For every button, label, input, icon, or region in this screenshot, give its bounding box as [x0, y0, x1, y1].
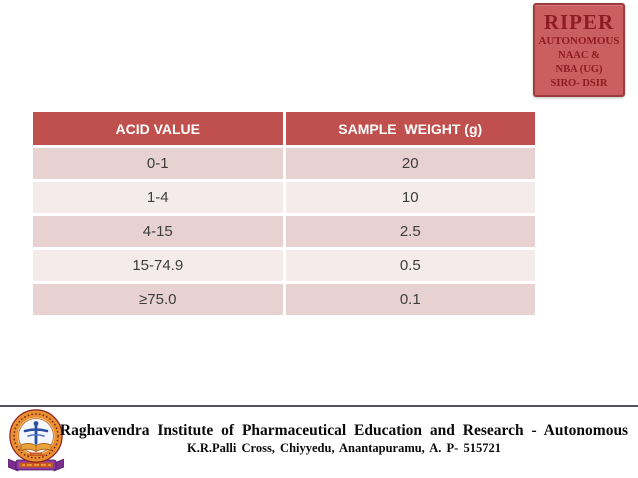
table-cell-acid-1: 1-4 — [33, 182, 283, 213]
table-cell-acid-0: 0-1 — [33, 148, 283, 179]
institute-name: Raghavendra Institute of Pharmaceutical … — [59, 422, 629, 439]
footer-divider-line — [0, 405, 638, 407]
table-header-sample-weight: SAMPLE WEIGHT (g) — [285, 112, 535, 145]
table-cell-weight-1: 10 — [285, 182, 535, 213]
riper-siro-label: SIRO- DSIR — [550, 77, 608, 89]
riper-nba-label: NBA (UG) — [555, 63, 603, 75]
table-cell-weight-4: 0.1 — [285, 284, 535, 315]
acid-value-table: ACID VALUE SAMPLE WEIGHT (g) 0-1 20 1-4 … — [33, 112, 535, 315]
table-cell-weight-0: 20 — [285, 148, 535, 179]
footer-institute-text: Raghavendra Institute of Pharmaceutical … — [55, 421, 633, 456]
table-cell-weight-3: 0.5 — [285, 250, 535, 281]
riper-title: RIPER — [543, 9, 615, 34]
institute-address: K.R.Palli Cross, Chiyyedu, Anantapuramu,… — [187, 441, 501, 455]
table-header-acid-value: ACID VALUE — [33, 112, 283, 145]
table-cell-acid-3: 15-74.9 — [33, 250, 283, 281]
riper-autonomous-label: AUTONOMOUS — [538, 34, 620, 47]
table-cell-weight-2: 2.5 — [285, 216, 535, 247]
riper-naac-label: NAAC & — [558, 49, 600, 61]
institute-emblem-logo — [8, 409, 64, 472]
riper-accreditation-badge: RIPER AUTONOMOUS NAAC & NBA (UG) SIRO- D… — [533, 3, 625, 97]
table-cell-acid-4: ≥75.0 — [33, 284, 283, 315]
table-cell-acid-2: 4-15 — [33, 216, 283, 247]
